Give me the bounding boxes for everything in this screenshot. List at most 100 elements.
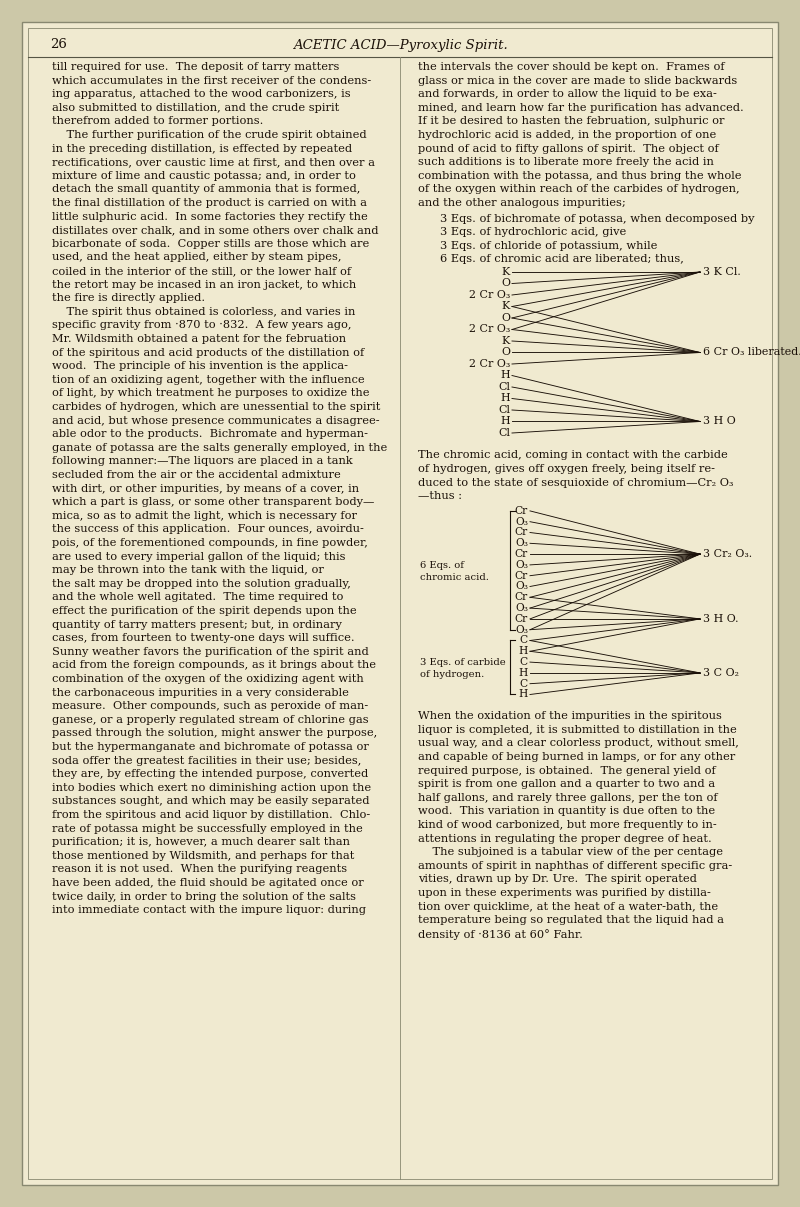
Text: those mentioned by Wildsmith, and perhaps for that: those mentioned by Wildsmith, and perhap…	[52, 851, 354, 861]
Text: required purpose, is obtained.  The general yield of: required purpose, is obtained. The gener…	[418, 765, 716, 776]
Text: from the spiritous and acid liquor by distillation.  Chlo-: from the spiritous and acid liquor by di…	[52, 810, 370, 820]
Text: C: C	[520, 657, 528, 667]
Text: tion of an oxidizing agent, together with the influence: tion of an oxidizing agent, together wit…	[52, 375, 365, 385]
Text: upon in these experiments was purified by distilla-: upon in these experiments was purified b…	[418, 888, 711, 898]
Text: H: H	[518, 646, 528, 657]
Text: of the spiritous and acid products of the distillation of: of the spiritous and acid products of th…	[52, 348, 364, 357]
Text: If it be desired to hasten the februation, sulphuric or: If it be desired to hasten the februatio…	[418, 116, 725, 127]
Text: liquor is completed, it is submitted to distillation in the: liquor is completed, it is submitted to …	[418, 725, 737, 735]
Text: such additions is to liberate more freely the acid in: such additions is to liberate more freel…	[418, 157, 714, 168]
Text: mined, and learn how far the purification has advanced.: mined, and learn how far the purificatio…	[418, 103, 744, 112]
Text: wood.  The principle of his invention is the applica-: wood. The principle of his invention is …	[52, 361, 348, 372]
Text: The chromic acid, coming in contact with the carbide: The chromic acid, coming in contact with…	[418, 450, 728, 461]
Text: combination of the oxygen of the oxidizing agent with: combination of the oxygen of the oxidizi…	[52, 674, 364, 684]
Text: of hydrogen, gives off oxygen freely, being itself re-: of hydrogen, gives off oxygen freely, be…	[418, 465, 715, 474]
Text: O: O	[501, 279, 510, 288]
Text: ing apparatus, attached to the wood carbonizers, is: ing apparatus, attached to the wood carb…	[52, 89, 350, 99]
Text: 3 C O₂: 3 C O₂	[703, 667, 739, 678]
Text: twice daily, in order to bring the solution of the salts: twice daily, in order to bring the solut…	[52, 892, 356, 902]
Text: secluded from the air or the accidental admixture: secluded from the air or the accidental …	[52, 470, 341, 480]
Text: the final distillation of the product is carried on with a: the final distillation of the product is…	[52, 198, 367, 208]
Text: Cr: Cr	[514, 527, 528, 537]
Text: H: H	[500, 416, 510, 426]
Text: used, and the heat applied, either by steam pipes,: used, and the heat applied, either by st…	[52, 252, 342, 262]
Text: Mr. Wildsmith obtained a patent for the februation: Mr. Wildsmith obtained a patent for the …	[52, 334, 346, 344]
Text: which a part is glass, or some other transparent body—: which a part is glass, or some other tra…	[52, 497, 374, 507]
Text: 3 Cr₂ O₃.: 3 Cr₂ O₃.	[703, 549, 752, 559]
Text: in the preceding distillation, is effected by repeated: in the preceding distillation, is effect…	[52, 144, 352, 153]
Text: attentions in regulating the proper degree of heat.: attentions in regulating the proper degr…	[418, 834, 712, 844]
Text: O: O	[501, 313, 510, 323]
Text: H: H	[500, 371, 510, 380]
Text: ACETIC ACID—Pyroxylic Spirit.: ACETIC ACID—Pyroxylic Spirit.	[293, 39, 507, 52]
Text: and the other analogous impurities;: and the other analogous impurities;	[418, 198, 626, 208]
Text: temperature being so regulated that the liquid had a: temperature being so regulated that the …	[418, 915, 724, 926]
Text: 2 Cr O₃: 2 Cr O₃	[469, 290, 510, 301]
Text: rectifications, over caustic lime at first, and then over a: rectifications, over caustic lime at fir…	[52, 157, 375, 168]
Text: 3 K Cl.: 3 K Cl.	[703, 267, 741, 276]
Text: O₃: O₃	[515, 604, 528, 613]
Text: 6 Eqs. of chromic acid are liberated; thus,: 6 Eqs. of chromic acid are liberated; th…	[440, 255, 684, 264]
Text: Cr: Cr	[514, 571, 528, 581]
Text: 26: 26	[50, 39, 67, 52]
Text: carbides of hydrogen, which are unessential to the spirit: carbides of hydrogen, which are unessent…	[52, 402, 380, 412]
Text: tion over quicklime, at the heat of a water-bath, the: tion over quicklime, at the heat of a wa…	[418, 902, 718, 911]
Text: kind of wood carbonized, but more frequently to in-: kind of wood carbonized, but more freque…	[418, 820, 717, 830]
Text: 3 Eqs. of chloride of potassium, while: 3 Eqs. of chloride of potassium, while	[440, 241, 658, 251]
Text: Sunny weather favors the purification of the spirit and: Sunny weather favors the purification of…	[52, 647, 369, 657]
Text: pois, of the forementioned compounds, in fine powder,: pois, of the forementioned compounds, in…	[52, 538, 368, 548]
Text: the intervals the cover should be kept on.  Frames of: the intervals the cover should be kept o…	[418, 62, 725, 72]
Text: till required for use.  The deposit of tarry matters: till required for use. The deposit of ta…	[52, 62, 339, 72]
Text: may be thrown into the tank with the liquid, or: may be thrown into the tank with the liq…	[52, 565, 324, 576]
Text: of the oxygen within reach of the carbides of hydrogen,: of the oxygen within reach of the carbid…	[418, 185, 740, 194]
Text: O₃: O₃	[515, 625, 528, 635]
Text: Cl: Cl	[498, 381, 510, 392]
Text: O₃: O₃	[515, 582, 528, 591]
Text: able odor to the products.  Bichromate and hyperman-: able odor to the products. Bichromate an…	[52, 430, 368, 439]
Text: pound of acid to fifty gallons of spirit.  The object of: pound of acid to fifty gallons of spirit…	[418, 144, 718, 153]
Text: ganate of potassa are the salts generally employed, in the: ganate of potassa are the salts generall…	[52, 443, 387, 453]
Text: the fire is directly applied.: the fire is directly applied.	[52, 293, 205, 303]
Text: H: H	[500, 393, 510, 403]
Text: 2 Cr O₃: 2 Cr O₃	[469, 325, 510, 334]
Text: Cr: Cr	[514, 506, 528, 515]
Text: 6 Cr O₃ liberated.: 6 Cr O₃ liberated.	[703, 348, 800, 357]
Text: When the oxidation of the impurities in the spiritous: When the oxidation of the impurities in …	[418, 711, 722, 722]
Text: passed through the solution, might answer the purpose,: passed through the solution, might answe…	[52, 728, 378, 739]
Text: O: O	[501, 348, 510, 357]
Text: purification; it is, however, a much dearer salt than: purification; it is, however, a much dea…	[52, 838, 350, 847]
Text: K: K	[502, 267, 510, 276]
Text: C: C	[520, 678, 528, 689]
Text: Cr: Cr	[514, 614, 528, 624]
Text: amounts of spirit in naphthas of different specific gra-: amounts of spirit in naphthas of differe…	[418, 861, 732, 871]
Text: —thus :: —thus :	[418, 491, 462, 501]
Text: duced to the state of sesquioxide of chromium—Cr₂ O₃: duced to the state of sesquioxide of chr…	[418, 478, 734, 488]
Text: 2 Cr O₃: 2 Cr O₃	[469, 358, 510, 369]
Text: ganese, or a properly regulated stream of chlorine gas: ganese, or a properly regulated stream o…	[52, 715, 369, 724]
Text: 3 H O: 3 H O	[703, 416, 736, 426]
Text: H: H	[518, 689, 528, 700]
Text: half gallons, and rarely three gallons, per the ton of: half gallons, and rarely three gallons, …	[418, 793, 718, 803]
Text: Cr: Cr	[514, 593, 528, 602]
Text: substances sought, and which may be easily separated: substances sought, and which may be easi…	[52, 797, 370, 806]
Text: distillates over chalk, and in some others over chalk and: distillates over chalk, and in some othe…	[52, 226, 378, 235]
Text: and forwards, in order to allow the liquid to be exa-: and forwards, in order to allow the liqu…	[418, 89, 717, 99]
Text: little sulphuric acid.  In some factories they rectify the: little sulphuric acid. In some factories…	[52, 211, 368, 222]
Text: also submitted to distillation, and the crude spirit: also submitted to distillation, and the …	[52, 103, 339, 112]
Text: detach the small quantity of ammonia that is formed,: detach the small quantity of ammonia tha…	[52, 185, 360, 194]
Text: the salt may be dropped into the solution gradually,: the salt may be dropped into the solutio…	[52, 579, 351, 589]
Text: O₃: O₃	[515, 560, 528, 570]
Text: and acid, but whose presence communicates a disagree-: and acid, but whose presence communicate…	[52, 415, 380, 426]
Text: wood.  This variation in quantity is due often to the: wood. This variation in quantity is due …	[418, 806, 715, 816]
Text: reason it is not used.  When the purifying reagents: reason it is not used. When the purifyin…	[52, 864, 347, 874]
Text: chromic acid.: chromic acid.	[420, 573, 489, 582]
Text: effect the purification of the spirit depends upon the: effect the purification of the spirit de…	[52, 606, 357, 616]
Text: they are, by effecting the intended purpose, converted: they are, by effecting the intended purp…	[52, 769, 368, 780]
Text: usual way, and a clear colorless product, without smell,: usual way, and a clear colorless product…	[418, 739, 739, 748]
Text: 3 Eqs. of hydrochloric acid, give: 3 Eqs. of hydrochloric acid, give	[440, 227, 626, 238]
Text: C: C	[520, 636, 528, 646]
Text: O₃: O₃	[515, 538, 528, 548]
Text: acid from the foreign compounds, as it brings about the: acid from the foreign compounds, as it b…	[52, 660, 376, 670]
Text: The further purification of the crude spirit obtained: The further purification of the crude sp…	[52, 130, 366, 140]
Text: combination with the potassa, and thus bring the whole: combination with the potassa, and thus b…	[418, 171, 742, 181]
